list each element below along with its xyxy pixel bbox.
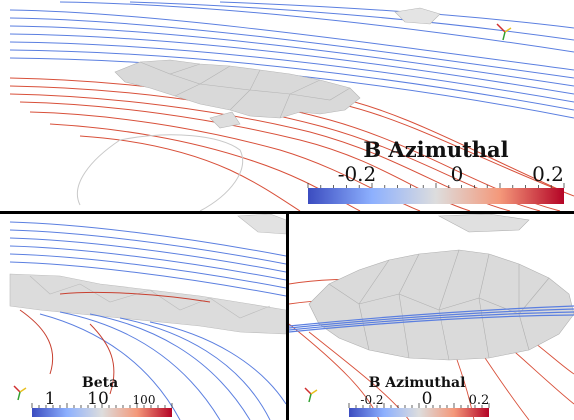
- orientation-axes-icon: [496, 23, 512, 41]
- bottom-left-render-view[interactable]: Beta 1 10 100: [0, 214, 286, 420]
- orientation-axes-icon: [13, 385, 27, 401]
- blue-field-lines: [9, 221, 286, 420]
- red-field-lines: [19, 291, 211, 395]
- colorbar-ticks: [307, 183, 565, 188]
- colorbar-tick-label: 0.2: [532, 162, 564, 186]
- colorbar-gradient: [308, 188, 564, 204]
- colorbar-tick-label: 100: [133, 393, 156, 407]
- colorbar-tick-label: -0.2: [338, 162, 377, 186]
- colorbar-top: B Azimuthal -0.2 0 0.2: [307, 137, 565, 204]
- colorbar-bottom-left: Beta 1 10 100: [31, 375, 173, 417]
- colorbar-title: B Azimuthal: [369, 375, 466, 391]
- colorbar-title: B Azimuthal: [363, 137, 508, 162]
- colorbar-bottom-right: B Azimuthal -0.2 0 0.2: [348, 375, 490, 417]
- isosurface: [114, 7, 441, 129]
- colorbar-tick-label: -0.2: [360, 393, 383, 407]
- top-scene: B Azimuthal -0.2 0 0.2: [9, 1, 574, 211]
- colorbar-ticks: [348, 403, 490, 408]
- colorbar-gradient: [349, 408, 489, 417]
- colorbar-gradient: [32, 408, 172, 417]
- colorbar-tick-label: 10: [87, 389, 109, 409]
- colorbar-tick-label: 0: [422, 389, 433, 409]
- bottom-left-scene: Beta 1 10 100: [9, 214, 286, 420]
- colorbar-tick-label: 1: [45, 389, 56, 409]
- isosurface: [308, 214, 574, 361]
- top-render-view[interactable]: B Azimuthal -0.2 0 0.2: [0, 0, 574, 211]
- blue-field-lines: [289, 305, 574, 333]
- colorbar-ticks: [31, 403, 173, 408]
- faint-contour: [76, 134, 244, 211]
- colorbar-tick-label: 0: [451, 162, 464, 186]
- orientation-axes-icon: [304, 387, 318, 403]
- bottom-right-scene: B Azimuthal -0.2 0 0.2: [289, 214, 574, 420]
- blue-field-lines: [9, 1, 574, 119]
- colorbar-tick-label: 0.2: [469, 393, 490, 408]
- colorbar-title: Beta: [82, 375, 118, 391]
- bottom-right-render-view[interactable]: B Azimuthal -0.2 0 0.2: [289, 214, 574, 420]
